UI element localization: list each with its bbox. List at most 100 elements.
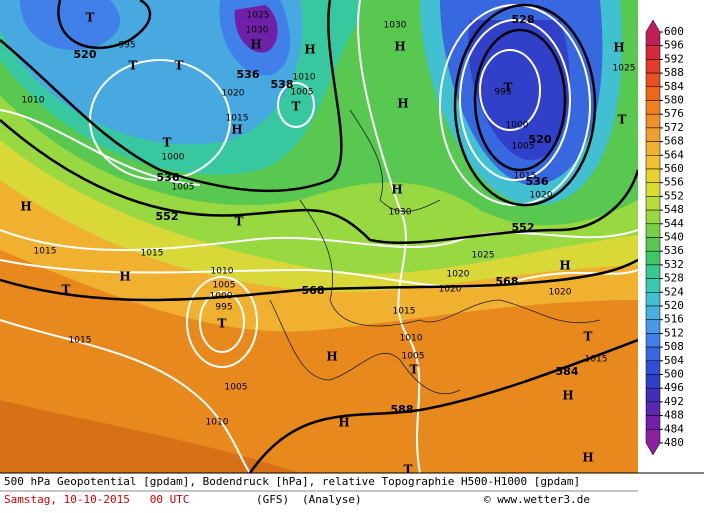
colorbar-label: 528 bbox=[664, 272, 684, 285]
height-label: 536 bbox=[526, 175, 549, 188]
pressure-center: H bbox=[304, 43, 315, 57]
colorbar-band bbox=[645, 168, 661, 183]
height-label: 538 bbox=[271, 78, 294, 91]
pressure-label: 995 bbox=[118, 41, 135, 51]
colorbar-label: 512 bbox=[664, 326, 684, 339]
colorbar-band bbox=[645, 86, 661, 101]
pressure-label: 1015 bbox=[69, 336, 92, 346]
pressure-center: T bbox=[129, 59, 138, 73]
pressure-label: 1020 bbox=[549, 288, 572, 298]
pressure-center: H bbox=[394, 40, 405, 54]
pressure-center: H bbox=[119, 270, 130, 284]
pressure-label: 1025 bbox=[247, 11, 270, 21]
colorbar-label: 572 bbox=[664, 121, 684, 134]
colorbar-label: 484 bbox=[664, 422, 684, 435]
pressure-center: T bbox=[175, 59, 184, 73]
pressure-label: 1030 bbox=[246, 26, 269, 36]
footer-model: (GFS) bbox=[256, 493, 289, 506]
pressure-label: 1015 bbox=[514, 172, 537, 182]
pressure-label: 1030 bbox=[384, 21, 407, 31]
colorbar-label: 600 bbox=[664, 25, 684, 38]
pressure-label: 1005 bbox=[512, 142, 535, 152]
coastlines bbox=[269, 109, 601, 395]
colorbar-label: 548 bbox=[664, 203, 684, 216]
colorbar-band bbox=[645, 333, 661, 348]
pressure-label: 1020 bbox=[439, 285, 462, 295]
footer-title: 500 hPa Geopotential [gpdam], Bodendruck… bbox=[4, 475, 580, 488]
pressure-label: 1005 bbox=[291, 88, 314, 98]
pressure-label: 1000 bbox=[506, 121, 529, 131]
pressure-center: H bbox=[559, 259, 570, 273]
colorbar-band bbox=[645, 45, 661, 60]
pressure-center: H bbox=[391, 183, 402, 197]
pressure-label: 1005 bbox=[225, 383, 248, 393]
pressure-center: T bbox=[410, 363, 419, 377]
pressure-center: T bbox=[62, 283, 71, 297]
colorbar-label: 532 bbox=[664, 258, 684, 271]
colorbar-band bbox=[645, 155, 661, 170]
colorbar-label: 520 bbox=[664, 299, 684, 312]
footer-copyright: © www.wetter3.de bbox=[484, 493, 590, 506]
pressure-center: T bbox=[163, 136, 172, 150]
colorbar-band bbox=[645, 387, 661, 403]
colorbar-band bbox=[645, 292, 661, 307]
colorbar-label: 580 bbox=[664, 94, 684, 107]
colorbar-label: 560 bbox=[664, 162, 684, 175]
colorbar-band bbox=[645, 237, 661, 252]
colorbar-band bbox=[645, 209, 661, 225]
colorbar-band bbox=[645, 401, 661, 416]
pressure-center: H bbox=[613, 41, 624, 55]
height-label: 520 bbox=[529, 133, 552, 146]
pressure-label: 1020 bbox=[447, 270, 470, 280]
height-label: 568 bbox=[302, 284, 325, 297]
colorbar-label: 480 bbox=[664, 436, 684, 449]
colorbar-band bbox=[645, 100, 661, 115]
colorbar-band bbox=[645, 250, 661, 266]
pressure-center: T bbox=[235, 215, 244, 229]
colorbar-label: 536 bbox=[664, 244, 684, 257]
height-contours bbox=[0, 0, 638, 473]
pressure-label: 1015 bbox=[34, 247, 57, 257]
colorbar-label: 592 bbox=[664, 52, 684, 65]
pressure-center: T bbox=[618, 113, 627, 127]
pressure-center: H bbox=[338, 416, 349, 430]
colorbar-band bbox=[645, 319, 661, 334]
colorbar-band bbox=[645, 346, 661, 362]
pressure-label: 1015 bbox=[585, 355, 608, 365]
colorbar-band bbox=[645, 374, 661, 389]
colorbar-label: 524 bbox=[664, 285, 684, 298]
pressure-label: 1015 bbox=[393, 307, 416, 317]
height-label: 536 bbox=[157, 171, 180, 184]
pressure-label: 1015 bbox=[226, 114, 249, 124]
colorbar-band bbox=[645, 59, 661, 74]
colorbar-label: 496 bbox=[664, 381, 684, 394]
colorbar-label: 588 bbox=[664, 66, 684, 79]
colorbar-band bbox=[645, 127, 661, 142]
colorbar-band bbox=[645, 223, 661, 238]
pressure-center: H bbox=[562, 389, 573, 403]
pressure-center: H bbox=[231, 123, 242, 137]
colorbar-label: 576 bbox=[664, 107, 684, 120]
footer-date: Samstag, 10-10-2015 00 UTC bbox=[4, 493, 189, 506]
colorbar-band bbox=[645, 141, 661, 156]
pressure-center: T bbox=[86, 11, 95, 25]
colorbar-label: 556 bbox=[664, 176, 684, 189]
pressure-center: H bbox=[250, 38, 261, 52]
colorbar-label: 492 bbox=[664, 395, 684, 408]
colorbar-band bbox=[645, 72, 661, 88]
pressure-label: 1010 bbox=[293, 73, 316, 83]
pressure-label: 1005 bbox=[213, 281, 236, 291]
height-label: 568 bbox=[496, 275, 519, 288]
colorbar-label: 596 bbox=[664, 39, 684, 52]
pressure-label: 1020 bbox=[222, 89, 245, 99]
height-label: 552 bbox=[156, 210, 179, 223]
colorbar-label: 516 bbox=[664, 313, 684, 326]
colorbar-label: 564 bbox=[664, 148, 684, 161]
height-label: 588 bbox=[391, 403, 414, 416]
colorbar-label: 504 bbox=[664, 354, 684, 367]
pressure-label: 995 bbox=[494, 88, 511, 98]
height-label: 528 bbox=[512, 13, 535, 26]
height-label: 520 bbox=[74, 48, 97, 61]
pressure-label: 1020 bbox=[530, 191, 553, 201]
pressure-label: 1010 bbox=[206, 418, 229, 428]
